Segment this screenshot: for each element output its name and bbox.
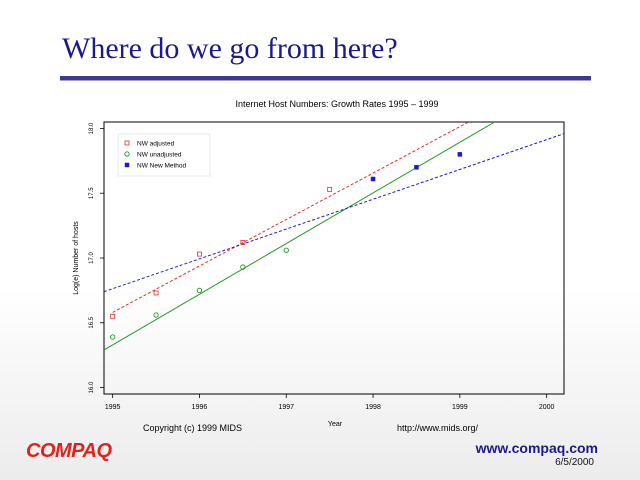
x-axis-label: Year (328, 421, 343, 428)
y-tick-label: 17.5 (89, 187, 95, 199)
legend-marker (124, 162, 130, 168)
data-point (197, 251, 202, 257)
chart-title: Internet Host Numbers: Growth Rates 1995… (235, 99, 438, 109)
legend-marker (124, 140, 130, 146)
data-point (327, 186, 333, 192)
data-point (110, 334, 116, 340)
fit-lines (103, 121, 565, 351)
y-tick-label: 16.0 (89, 381, 95, 393)
x-tick-label: 1998 (365, 404, 381, 411)
x-axis-ticks: 1995 1996 1997 1998 1999 2000 (105, 394, 555, 411)
x-tick-label: 2000 (539, 404, 555, 411)
x-tick-label: 1995 (105, 404, 121, 411)
fit-line (103, 121, 495, 351)
data-point (153, 312, 159, 318)
y-tick-label: 17.0 (89, 252, 95, 264)
legend: NW adjusted NW unadjusted NW New Method (117, 133, 211, 177)
title-divider-shadow (60, 80, 591, 81)
data-point (457, 152, 463, 157)
footer-url[interactable]: www.compaq.com (475, 440, 598, 456)
legend-label: NW New Method (137, 163, 187, 170)
fit-line (103, 133, 565, 293)
legend-label: NW unadjusted (137, 152, 182, 159)
copyright-note: Copyright (c) 1999 MIDS (143, 423, 242, 433)
footer-date: 6/5/2000 (555, 457, 594, 468)
data-point (196, 287, 203, 294)
data-points (110, 152, 463, 340)
data-point (240, 264, 246, 270)
legend-marker (124, 151, 130, 157)
data-point (283, 247, 289, 253)
title-divider (60, 76, 591, 80)
x-tick-label: 1999 (452, 404, 468, 411)
data-point (240, 240, 246, 245)
data-point (110, 313, 116, 319)
y-axis-ticks: 16.0 16.5 17.0 17.5 18.0 (89, 122, 104, 393)
y-axis-label: Log(e) Number of hosts (73, 221, 80, 295)
source-url-note: http://www.mids.org/ (397, 423, 479, 433)
compaq-logo: COMPAQ (26, 440, 112, 462)
data-point (414, 165, 419, 170)
slide-title: Where do we go from here? (62, 32, 398, 65)
y-tick-label: 16.5 (89, 316, 95, 328)
legend-label: NW adjusted (137, 141, 175, 148)
data-point (370, 176, 376, 182)
legend-box (117, 133, 211, 177)
fit-line (112, 121, 469, 313)
y-tick-label: 18.0 (89, 122, 95, 134)
x-tick-label: 1996 (192, 404, 208, 411)
x-tick-label: 1997 (278, 404, 294, 411)
data-point (153, 290, 159, 296)
